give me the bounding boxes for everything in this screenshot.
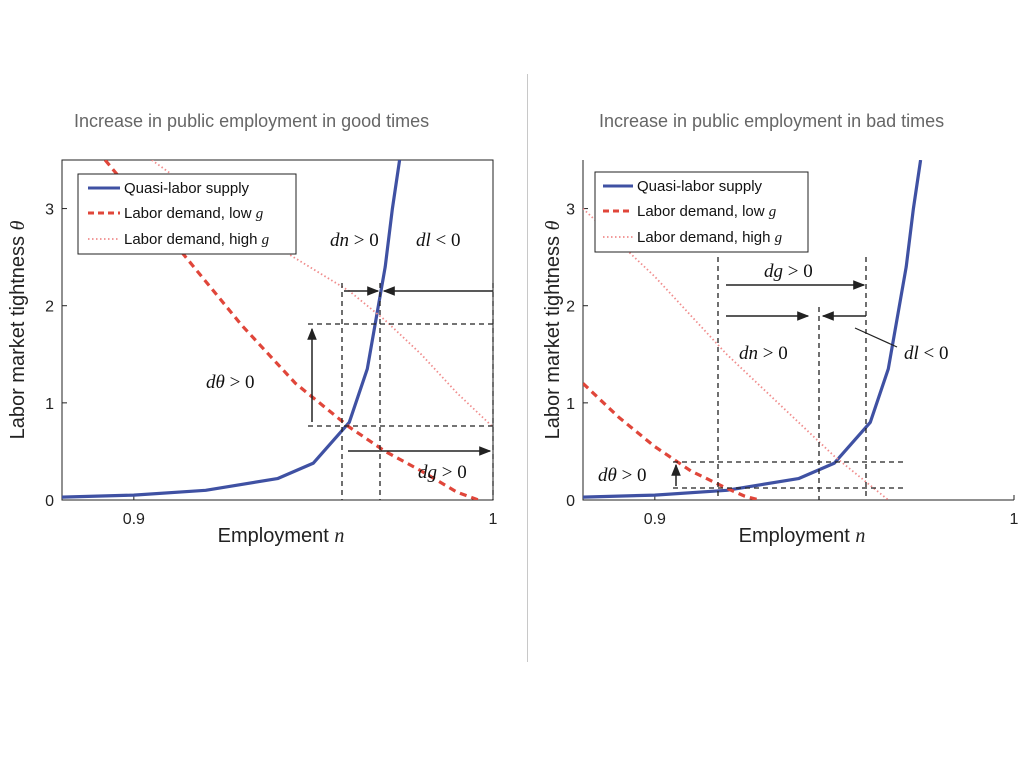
- legend-label-demand-high-right: Labor demand, high g: [637, 229, 783, 246]
- legend-label-supply-left: Quasi-labor supply: [124, 180, 250, 197]
- annotation-dl-left: dl < 0: [416, 230, 461, 251]
- y-tick-label-right: 0: [566, 493, 575, 510]
- legend-left: Quasi-labor supply Labor demand, low g L…: [77, 173, 297, 255]
- annotation-arrows-right: [671, 280, 898, 486]
- y-tick-label-left: 3: [45, 202, 54, 219]
- panel-divider: [527, 74, 528, 662]
- legend-label-demand-low-left: Labor demand, low g: [124, 205, 264, 222]
- annotation-dg-left: dg > 0: [418, 462, 467, 483]
- y-tick-label-left: 0: [45, 493, 54, 510]
- series-line-quasi-labor-supply-left: [62, 160, 402, 499]
- leader-dl-right: [854, 327, 898, 348]
- annotation-guides-right: [673, 257, 906, 500]
- annotation-dtheta-right: dθ > 0: [598, 465, 647, 486]
- y-tick-label-right: 1: [566, 396, 575, 413]
- chart-title-right: Increase in public employment in bad tim…: [599, 111, 945, 131]
- x-axis-label-right: Employment n: [739, 525, 866, 547]
- chart-title-left: Increase in public employment in good ti…: [74, 111, 430, 131]
- annotation-guides-left: [308, 283, 494, 500]
- x-tick-label-left: 0.9: [123, 511, 145, 528]
- annotation-arrows-left: [307, 286, 493, 456]
- annotation-dn-right: dn > 0: [739, 343, 788, 364]
- legend-right: Quasi-labor supply Labor demand, low g L…: [594, 171, 809, 253]
- legend-label-demand-high-left: Labor demand, high g: [124, 231, 270, 248]
- panel-left: 0 1 2 3 0.9 1 Employment n Labor market tight…: [7, 159, 498, 547]
- legend-label-supply-right: Quasi-labor supply: [637, 178, 763, 195]
- x-tick-label-right: 1: [1010, 511, 1019, 528]
- series-line-labor-demand-low-left: [103, 160, 480, 500]
- annotation-dl-right: dl < 0: [904, 343, 949, 364]
- x-tick-label-right: 0.9: [644, 511, 666, 528]
- y-tick-label-left: 2: [45, 299, 54, 316]
- series-group-right: [583, 160, 923, 500]
- annotation-dg-right: dg > 0: [764, 261, 813, 282]
- y-axis-label-right: Labor market tightness θ: [542, 220, 564, 439]
- annotation-dtheta-left: dθ > 0: [206, 372, 255, 393]
- y-axis-label-left: Labor market tightness θ: [7, 220, 29, 439]
- series-line-quasi-labor-supply-right: [583, 160, 923, 499]
- y-tick-label-right: 3: [566, 202, 575, 219]
- annotation-dn-left: dn > 0: [330, 230, 379, 251]
- legend-label-demand-low-right: Labor demand, low g: [637, 203, 777, 220]
- x-axis-label-left: Employment n: [218, 525, 345, 547]
- x-tick-label-left: 1: [489, 511, 498, 528]
- panel-right: 0 1 2 3 0.9 1 Employment n Labor market tight…: [542, 160, 1019, 547]
- series-line-labor-demand-low-right: [583, 382, 760, 500]
- y-tick-label-right: 2: [566, 299, 575, 316]
- y-tick-label-left: 1: [45, 396, 54, 413]
